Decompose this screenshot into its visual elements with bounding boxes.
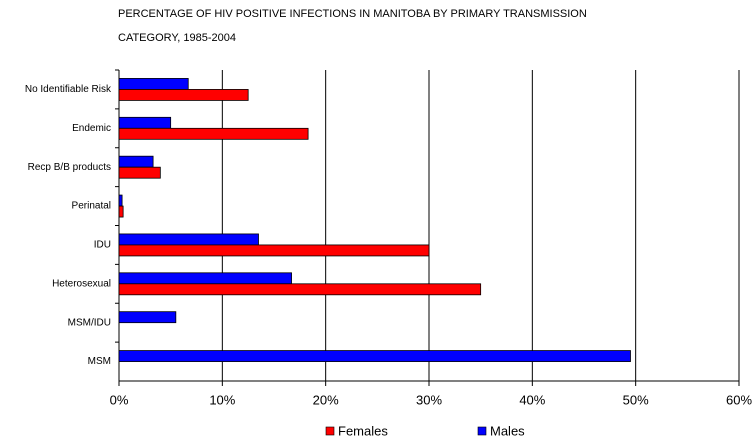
- chart-title: CATEGORY, 1985-2004: [118, 32, 236, 44]
- legend-swatch: [477, 426, 487, 436]
- x-tick-label: 20%: [313, 392, 339, 407]
- y-tick-label: Heterosexual: [52, 278, 111, 289]
- y-tick-label: Recp B/B products: [28, 162, 111, 173]
- bar: [118, 194, 123, 207]
- chart-title: PERCENTAGE OF HIV POSITIVE INFECTIONS IN…: [118, 8, 587, 20]
- y-tick-label: No Identifiable Risk: [25, 84, 112, 95]
- bar: [118, 166, 161, 179]
- y-tick-label: IDU: [94, 240, 111, 251]
- x-tick-label: 60%: [726, 392, 752, 407]
- y-tick-label: MSM/IDU: [68, 317, 111, 328]
- x-tick-label: 10%: [209, 392, 235, 407]
- bar: [118, 244, 430, 257]
- bar: [118, 311, 177, 324]
- bar: [118, 116, 172, 129]
- legend-swatch: [325, 426, 335, 436]
- bar: [118, 272, 292, 285]
- y-tick-label: Perinatal: [72, 201, 111, 212]
- x-tick-label: 50%: [623, 392, 649, 407]
- legend-label: Males: [490, 423, 525, 438]
- bar: [118, 78, 189, 90]
- bar: [118, 233, 259, 246]
- y-tick-label: MSM: [88, 356, 111, 367]
- x-tick-label: 40%: [519, 392, 545, 407]
- bar: [118, 350, 631, 362]
- bar: [118, 89, 249, 101]
- bar: [118, 155, 154, 168]
- bar: [118, 283, 482, 296]
- y-tick-label: Endemic: [72, 123, 111, 134]
- x-tick-label: 0%: [110, 392, 129, 407]
- legend-label: Females: [338, 423, 388, 438]
- bar: [118, 205, 124, 218]
- x-tick-label: 30%: [416, 392, 442, 407]
- bar: [118, 127, 309, 140]
